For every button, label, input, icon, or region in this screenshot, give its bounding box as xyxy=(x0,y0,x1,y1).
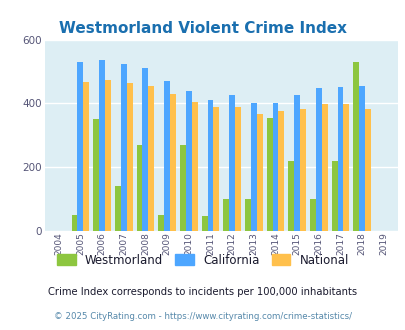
Bar xyxy=(115,186,121,231)
Bar xyxy=(83,82,89,231)
Bar xyxy=(331,161,337,231)
Bar xyxy=(250,103,256,231)
Bar xyxy=(142,68,148,231)
Bar xyxy=(266,118,272,231)
Bar xyxy=(343,104,348,231)
Bar xyxy=(121,63,126,231)
Bar xyxy=(337,87,343,231)
Legend: Westmorland, California, National: Westmorland, California, National xyxy=(53,250,352,270)
Bar xyxy=(299,109,305,231)
Text: © 2025 CityRating.com - https://www.cityrating.com/crime-statistics/: © 2025 CityRating.com - https://www.city… xyxy=(54,312,351,321)
Bar xyxy=(158,215,164,231)
Text: Westmorland Violent Crime Index: Westmorland Violent Crime Index xyxy=(59,21,346,36)
Bar xyxy=(164,81,170,231)
Bar xyxy=(309,199,315,231)
Bar xyxy=(244,199,250,231)
Bar xyxy=(126,82,132,231)
Bar xyxy=(77,62,83,231)
Bar xyxy=(136,145,142,231)
Bar xyxy=(223,199,228,231)
Bar xyxy=(272,103,278,231)
Bar xyxy=(93,119,99,231)
Bar xyxy=(288,161,294,231)
Bar xyxy=(228,95,234,231)
Bar xyxy=(352,62,358,231)
Bar xyxy=(364,109,370,231)
Bar xyxy=(191,102,197,231)
Bar xyxy=(179,145,185,231)
Bar xyxy=(358,86,364,231)
Bar xyxy=(213,107,219,231)
Bar xyxy=(185,91,191,231)
Bar xyxy=(201,216,207,231)
Bar xyxy=(170,94,175,231)
Bar xyxy=(234,107,240,231)
Bar xyxy=(256,114,262,231)
Bar xyxy=(99,60,105,231)
Bar xyxy=(278,112,284,231)
Bar xyxy=(207,100,213,231)
Bar xyxy=(148,86,154,231)
Bar xyxy=(294,95,299,231)
Bar xyxy=(71,215,77,231)
Bar xyxy=(321,104,327,231)
Bar xyxy=(315,88,321,231)
Text: Crime Index corresponds to incidents per 100,000 inhabitants: Crime Index corresponds to incidents per… xyxy=(48,287,357,297)
Bar xyxy=(105,81,111,231)
